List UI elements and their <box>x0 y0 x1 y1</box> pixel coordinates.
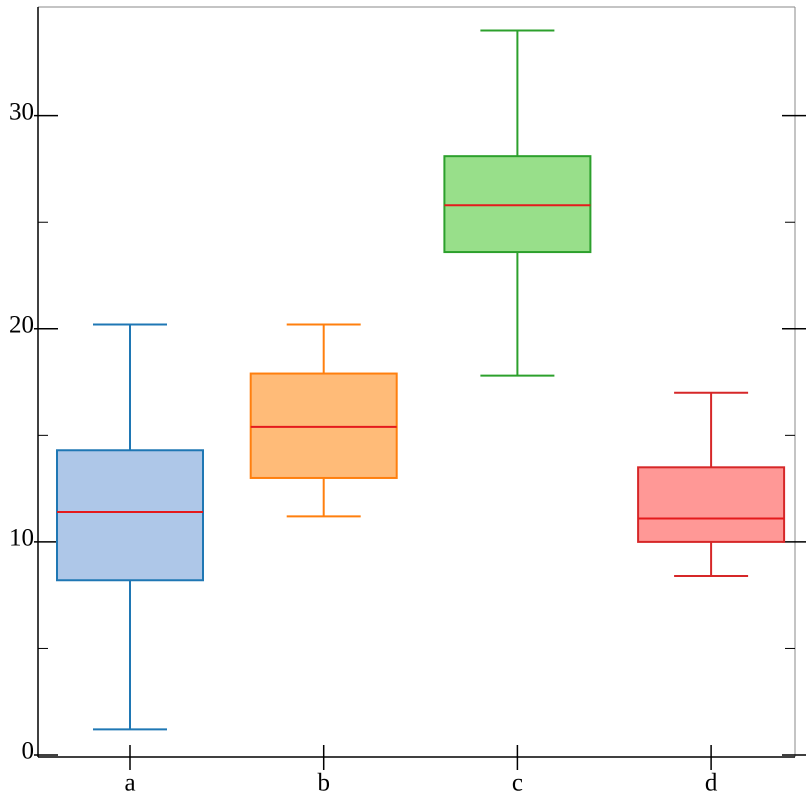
y-tick-label: 20 <box>9 312 34 339</box>
x-tick-label: b <box>317 770 330 797</box>
box <box>56 449 204 582</box>
y-tick-label: 0 <box>22 738 35 765</box>
y-tick-label: 10 <box>9 525 34 552</box>
x-tick-label: a <box>124 770 135 797</box>
x-tick-label: c <box>512 770 523 797</box>
box <box>249 372 398 479</box>
x-tick-label: d <box>705 770 718 797</box>
box <box>443 155 592 254</box>
box <box>637 466 786 543</box>
y-tick-label: 30 <box>9 98 34 125</box>
